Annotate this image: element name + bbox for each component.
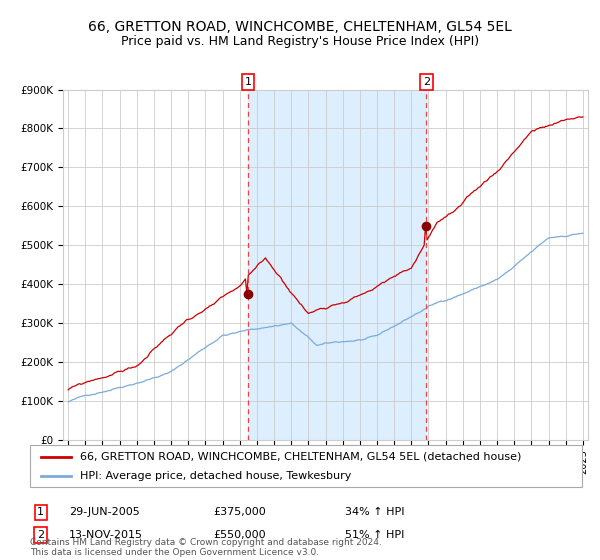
Bar [248, 90, 426, 440]
Text: £550,000: £550,000 [213, 530, 266, 540]
Text: 2: 2 [37, 530, 44, 540]
Text: Price paid vs. HM Land Registry's House Price Index (HPI): Price paid vs. HM Land Registry's House … [121, 35, 479, 48]
Text: 51% ↑ HPI: 51% ↑ HPI [345, 530, 404, 540]
Text: 66, GRETTON ROAD, WINCHCOMBE, CHELTENHAM, GL54 5EL (detached house): 66, GRETTON ROAD, WINCHCOMBE, CHELTENHAM… [80, 451, 521, 461]
FancyBboxPatch shape [30, 445, 582, 487]
Text: £375,000: £375,000 [213, 507, 266, 517]
Text: 1: 1 [37, 507, 44, 517]
Text: 13-NOV-2015: 13-NOV-2015 [69, 530, 143, 540]
Text: 29-JUN-2005: 29-JUN-2005 [69, 507, 140, 517]
Text: 2: 2 [422, 77, 430, 87]
Text: Contains HM Land Registry data © Crown copyright and database right 2024.
This d: Contains HM Land Registry data © Crown c… [30, 538, 382, 557]
Text: 1: 1 [245, 77, 251, 87]
Text: 66, GRETTON ROAD, WINCHCOMBE, CHELTENHAM, GL54 5EL: 66, GRETTON ROAD, WINCHCOMBE, CHELTENHAM… [88, 20, 512, 34]
Text: HPI: Average price, detached house, Tewkesbury: HPI: Average price, detached house, Tewk… [80, 471, 351, 481]
Text: 34% ↑ HPI: 34% ↑ HPI [345, 507, 404, 517]
